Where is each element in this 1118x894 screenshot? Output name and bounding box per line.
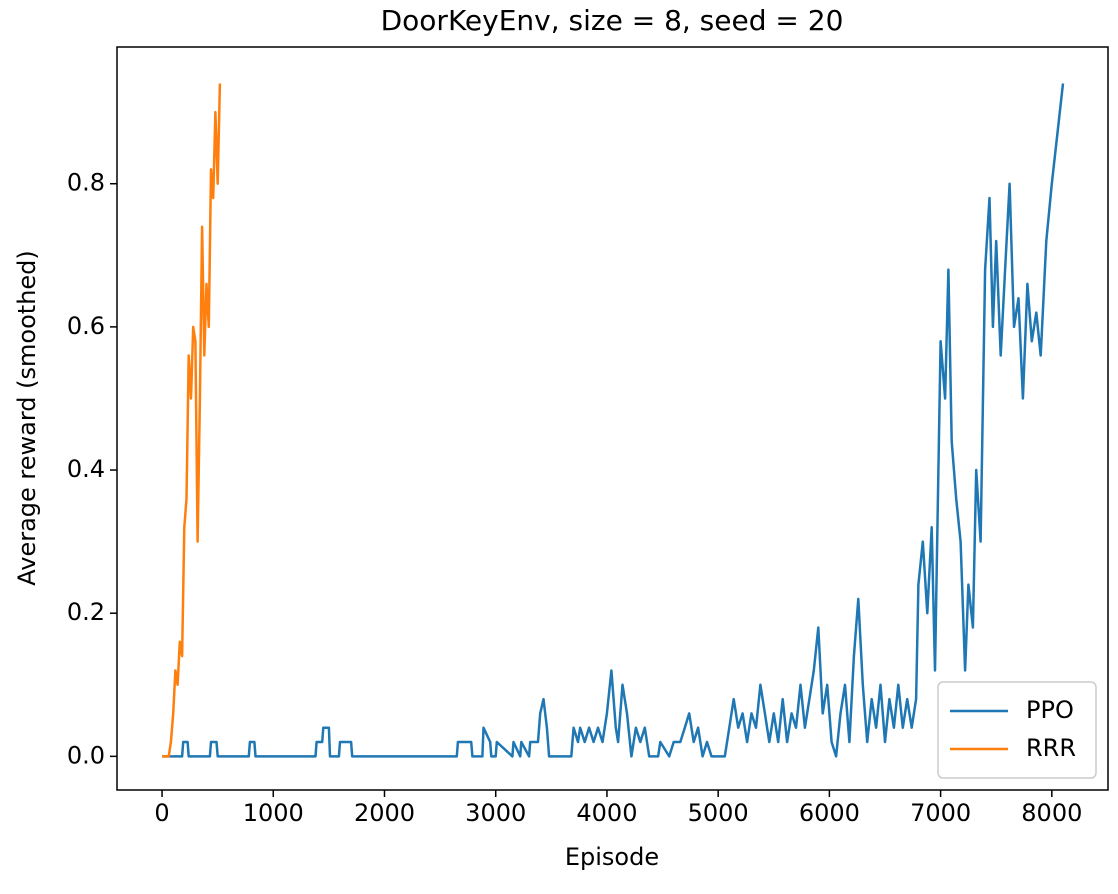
x-tick-label: 4000 (576, 799, 637, 827)
x-tick-label: 8000 (1021, 799, 1082, 827)
y-tick-label: 0.8 (67, 169, 105, 197)
x-axis-label: Episode (565, 843, 659, 871)
legend-box (937, 681, 1097, 779)
x-tick-label: 1000 (243, 799, 304, 827)
x-tick-label: 3000 (465, 799, 526, 827)
y-tick-label: 0.4 (67, 455, 105, 483)
x-tick-label: 6000 (799, 799, 860, 827)
x-tick-label: 0 (154, 799, 169, 827)
plot-frame (116, 46, 1109, 791)
x-tick-label: 7000 (910, 799, 971, 827)
series-line (162, 83, 222, 758)
legend-label: PPO (1026, 696, 1074, 724)
legend-label: RRR (1026, 734, 1076, 762)
series-line (162, 83, 1065, 758)
chart-title: DoorKeyEnv, size = 8, seed = 20 (381, 4, 844, 37)
y-tick-label: 0.2 (67, 598, 105, 626)
y-axis-label: Average reward (smoothed) (13, 250, 41, 586)
x-tick-label: 5000 (688, 799, 749, 827)
y-tick-label: 0.0 (67, 741, 105, 769)
y-tick-label: 0.6 (67, 312, 105, 340)
x-tick-label: 2000 (354, 799, 415, 827)
